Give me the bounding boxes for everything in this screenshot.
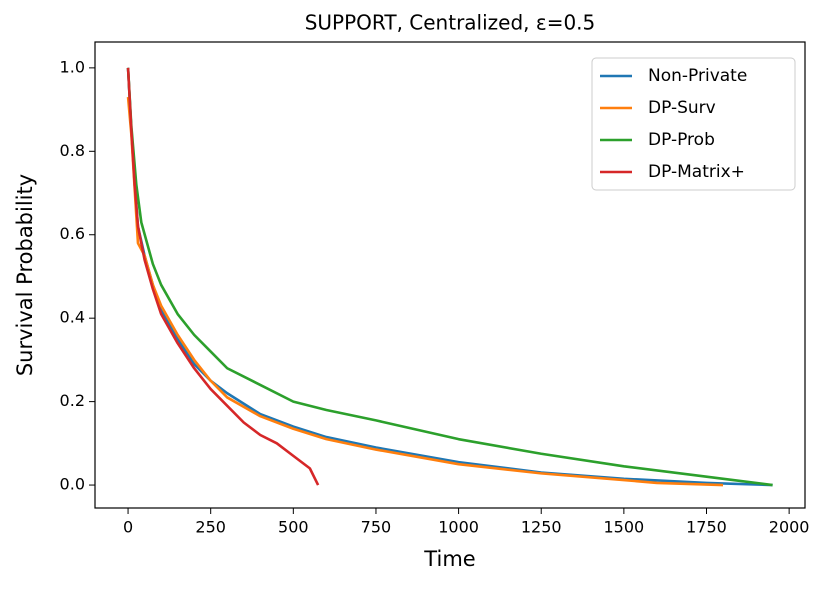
y-tick-label: 0.0 bbox=[60, 475, 85, 494]
x-tick-label: 0 bbox=[123, 518, 133, 537]
y-tick-label: 0.2 bbox=[60, 391, 85, 410]
x-tick-label: 750 bbox=[361, 518, 392, 537]
legend-box bbox=[591, 57, 796, 191]
x-tick-label: 500 bbox=[278, 518, 309, 537]
y-tick-label: 0.6 bbox=[60, 224, 85, 243]
plot-frame bbox=[94, 41, 806, 509]
y-tick-label: 0.4 bbox=[60, 308, 85, 327]
x-tick-label: 1750 bbox=[686, 518, 727, 537]
x-tick-label: 1250 bbox=[521, 518, 562, 537]
chart-title: SUPPORT, Centralized, ε=0.5 bbox=[305, 11, 596, 35]
series-line bbox=[126, 67, 773, 487]
x-tick-label: 250 bbox=[195, 518, 226, 537]
legend-label: DP-Prob bbox=[648, 130, 715, 150]
series-line bbox=[126, 96, 724, 487]
legend-label: DP-Matrix+ bbox=[648, 162, 745, 182]
legend-label: Non-Private bbox=[648, 66, 747, 86]
legend-label: DP-Surv bbox=[648, 98, 716, 118]
y-tick-label: 1.0 bbox=[60, 57, 85, 76]
y-axis-label: Survival Probability bbox=[13, 174, 37, 376]
x-tick-label: 2000 bbox=[769, 518, 810, 537]
series-line bbox=[126, 67, 320, 486]
y-tick-label: 0.8 bbox=[60, 141, 85, 160]
x-tick-label: 1000 bbox=[438, 518, 479, 537]
x-axis-label: Time bbox=[423, 547, 475, 571]
x-tick-label: 1500 bbox=[604, 518, 645, 537]
